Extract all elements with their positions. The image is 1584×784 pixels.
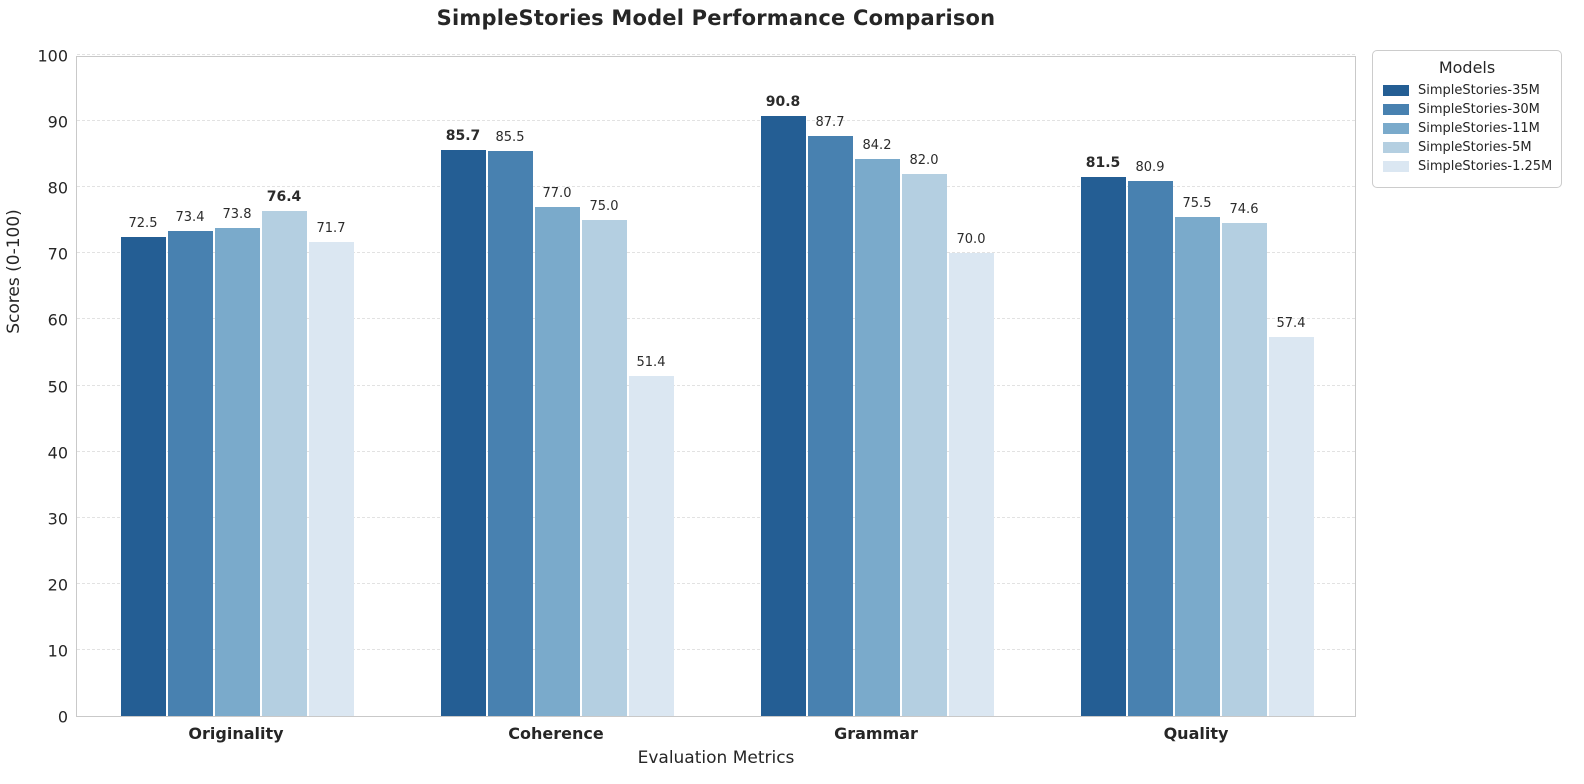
x-tick-label-originality: Originality (188, 724, 284, 743)
bar-group-originality: 72.5 73.4 73.8 76.4 71.7 (120, 55, 354, 716)
bar-grammar-simplestories-35m (760, 115, 806, 716)
bar-value-label: 77.0 (542, 186, 572, 202)
legend-label: SimpleStories-5M (1418, 140, 1532, 155)
y-tick-label-20: 20 (47, 575, 68, 595)
bar-value-label: 80.9 (1135, 160, 1165, 176)
bar-quality-simplestories-5m (1221, 222, 1267, 716)
x-tick-label-quality: Quality (1163, 724, 1229, 743)
bar-value-label: 74.6 (1229, 201, 1259, 217)
legend-label: SimpleStories-35M (1418, 83, 1540, 98)
legend-swatch-icon (1383, 85, 1409, 96)
gridline-70 (77, 252, 1355, 254)
gridline-50 (77, 384, 1355, 386)
bar-originality-simplestories-5m (261, 211, 307, 716)
bar-value-label: 73.4 (175, 209, 205, 225)
gridline-30 (77, 516, 1355, 518)
bar-value-label: 85.5 (495, 129, 525, 145)
y-tick-label-30: 30 (47, 509, 68, 529)
bar-value-label: 82.0 (909, 152, 939, 168)
bar-value-label: 71.7 (316, 221, 346, 237)
gridline-40 (77, 450, 1355, 452)
legend: Models SimpleStories-35M SimpleStories-30… (1372, 50, 1562, 188)
bar-value-label: 57.4 (1276, 315, 1306, 331)
legend-swatch-icon (1383, 161, 1409, 172)
y-tick-label-100: 100 (37, 46, 68, 66)
gridline-60 (77, 318, 1355, 320)
bar-originality-simplestories-30m (167, 230, 213, 716)
y-tick-label-90: 90 (47, 112, 68, 132)
legend-label: SimpleStories-1.25M (1418, 159, 1553, 174)
bar-value-label: 81.5 (1085, 155, 1121, 172)
bar-value-label: 75.0 (589, 199, 619, 215)
bar-grammar-simplestories-11m (854, 159, 900, 716)
bar-originality-simplestories-11m (214, 228, 260, 716)
legend-item-simplestories-30m: SimpleStories-30M (1383, 102, 1551, 117)
bar-value-label: 84.2 (862, 138, 892, 154)
legend-item-simplestories-5m: SimpleStories-5M (1383, 140, 1551, 155)
legend-item-simplestories-1.25m: SimpleStories-1.25M (1383, 159, 1553, 174)
y-tick-label-50: 50 (47, 377, 68, 396)
y-tick-label-0: 0 (57, 707, 68, 727)
bar-group-grammar: 90.8 87.7 84.2 82.0 70.0 (760, 55, 994, 716)
plot-area: 72.5 73.4 73.8 76.4 71.7 85.7 85.5 77.0 75.0 51.4… (76, 54, 1356, 717)
gridline-100 (77, 54, 1355, 55)
y-tick-label-10: 10 (47, 641, 68, 661)
bar-value-label: 90.8 (765, 93, 801, 110)
legend-label: SimpleStories-11M (1418, 121, 1540, 136)
bar-coherence-simplestories-11m (534, 207, 580, 716)
bar-quality-simplestories-30m (1127, 181, 1173, 716)
legend-label: SimpleStories-30M (1418, 102, 1540, 117)
bar-originality-simplestories-35m (120, 236, 166, 716)
gridline-80 (77, 186, 1355, 188)
y-tick-label-70: 70 (47, 244, 68, 264)
gridline-90 (77, 120, 1355, 122)
legend-items: SimpleStories-35M SimpleStories-30M Simple… (1383, 83, 1553, 174)
bar-coherence-simplestories-35m (440, 149, 486, 716)
legend-item-simplestories-35m: SimpleStories-35M (1383, 83, 1551, 98)
chart-title: SimpleStories Model Performance Comparis… (436, 6, 996, 30)
legend-swatch-icon (1383, 142, 1409, 153)
y-tick-label-40: 40 (47, 443, 68, 463)
bar-value-label: 72.5 (128, 215, 158, 231)
bar-value-label: 73.8 (222, 207, 252, 223)
bar-grammar-simplestories-30m (807, 136, 853, 716)
bar-coherence-simplestories-5m (581, 220, 627, 716)
gridline-20 (77, 582, 1355, 584)
legend-swatch-icon (1383, 123, 1409, 134)
bar-group-quality: 81.5 80.9 75.5 74.6 57.4 (1080, 55, 1314, 716)
bar-group-coherence: 85.7 85.5 77.0 75.0 51.4 (440, 55, 674, 716)
bar-quality-simplestories-1.25m (1268, 336, 1314, 716)
y-tick-label-80: 80 (47, 178, 68, 198)
bar-quality-simplestories-35m (1080, 177, 1126, 716)
bar-grammar-simplestories-5m (901, 173, 947, 716)
bar-quality-simplestories-11m (1174, 216, 1220, 716)
bar-value-label: 85.7 (445, 127, 481, 144)
bar-grammar-simplestories-1.25m (948, 253, 994, 716)
legend-item-simplestories-11m: SimpleStories-11M (1383, 121, 1551, 136)
bar-value-label: 76.4 (266, 189, 302, 205)
bar-value-label: 51.4 (636, 355, 666, 371)
bar-value-label: 87.7 (815, 115, 845, 131)
bar-value-label: 75.5 (1182, 195, 1212, 211)
x-tick-label-grammar: Grammar (834, 724, 918, 743)
bar-coherence-simplestories-1.25m (628, 376, 674, 716)
x-tick-label-coherence: Coherence (508, 724, 604, 743)
legend-title: Models (1438, 58, 1496, 77)
x-axis-label: Evaluation Metrics (637, 748, 795, 768)
bar-originality-simplestories-1.25m (308, 242, 354, 716)
y-tick-label-60: 60 (47, 310, 68, 330)
gridline-10 (77, 648, 1355, 650)
bar-coherence-simplestories-30m (487, 150, 533, 716)
bar-value-label: 70.0 (956, 232, 986, 248)
legend-swatch-icon (1383, 104, 1409, 115)
